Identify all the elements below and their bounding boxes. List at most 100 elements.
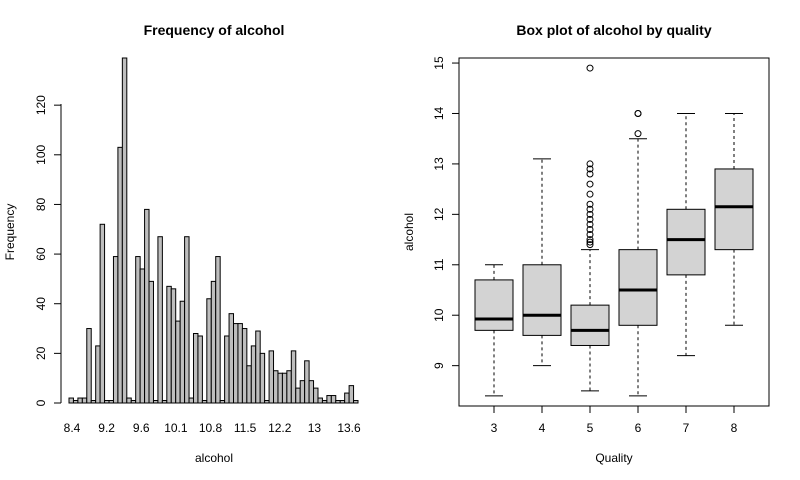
histogram-bar xyxy=(152,400,159,404)
histogram-bar xyxy=(259,352,266,404)
histogram-x-tick-label: 9.6 xyxy=(133,421,150,435)
histogram-bar xyxy=(313,387,319,404)
histogram-bar xyxy=(286,370,292,404)
histogram-bar xyxy=(277,372,283,404)
histogram-y-tick-label: 0 xyxy=(34,399,48,406)
histogram-bar xyxy=(326,395,332,404)
boxplot-group-5 xyxy=(570,64,610,392)
histogram-x-ticks: 8.4 9.2 9.6 10.1 10.8 11.5 12.2 13 13.6 xyxy=(64,421,361,435)
histogram-bar xyxy=(308,380,315,404)
histogram-bar xyxy=(117,146,123,404)
outlier-point xyxy=(586,225,594,233)
histogram-bar xyxy=(353,400,359,404)
histogram-x-tick-label: 13.6 xyxy=(337,421,361,435)
boxplot-title: Box plot of alcohol by quality xyxy=(516,22,711,38)
outlier-point xyxy=(586,170,594,178)
histogram-bar xyxy=(241,328,248,404)
histogram-bar xyxy=(321,400,328,404)
histogram-bar xyxy=(268,350,275,404)
outlier-point xyxy=(634,130,642,138)
histogram-bar xyxy=(255,330,261,404)
histogram-panel: Frequency of alcohol alcohol Frequency 0… xyxy=(3,22,361,465)
histogram-y-tick-label: 60 xyxy=(34,247,48,261)
histogram-bar xyxy=(339,400,346,404)
histogram-bar xyxy=(104,400,110,404)
histogram-x-label: alcohol xyxy=(195,451,233,465)
histogram-y-tick-label: 120 xyxy=(34,95,48,115)
outlier-point xyxy=(586,215,594,223)
histogram-bar xyxy=(304,360,310,404)
histogram-bar xyxy=(335,400,341,404)
histogram-bar xyxy=(68,397,74,404)
boxplot-x-ticks: 3 4 5 6 7 8 xyxy=(491,406,738,435)
outlier-point xyxy=(634,109,642,117)
boxplot-y-ticks: 9 10 11 12 13 14 15 xyxy=(432,56,459,369)
histogram-bar xyxy=(112,256,119,404)
boxplot-group-7 xyxy=(666,112,706,357)
histogram-bar xyxy=(330,395,337,404)
histogram-bar xyxy=(77,397,83,404)
boxplot-x-tick-label: 8 xyxy=(731,421,738,435)
histogram-y-tick-label: 80 xyxy=(34,197,48,211)
histogram-bar xyxy=(348,385,355,404)
histogram-bar xyxy=(99,223,106,404)
histogram-bar xyxy=(135,256,141,404)
boxplot-y-tick-label: 9 xyxy=(432,362,446,369)
box xyxy=(714,168,754,251)
histogram-bar xyxy=(250,345,257,404)
histogram-bar xyxy=(299,380,306,404)
histogram-bar xyxy=(179,300,186,404)
boxplot-y-tick-label: 13 xyxy=(432,157,446,171)
histogram-x-tick-label: 9.2 xyxy=(98,421,115,435)
box xyxy=(522,264,562,336)
boxplot-group-3 xyxy=(474,264,514,397)
histogram-bar xyxy=(166,285,172,404)
histogram-bars xyxy=(68,57,359,404)
boxplot-y-label: alcohol xyxy=(402,213,416,251)
histogram-bar xyxy=(90,400,97,404)
outlier-point xyxy=(586,238,594,246)
histogram-y-tick-label: 20 xyxy=(34,346,48,360)
outlier-point xyxy=(586,241,594,249)
histogram-bar xyxy=(130,400,137,404)
histogram-bar xyxy=(95,345,101,404)
histogram-bar xyxy=(170,288,177,404)
boxplot-group-8 xyxy=(714,112,754,326)
boxplot-frame xyxy=(458,57,770,407)
histogram-bar xyxy=(317,397,323,404)
outlier-point xyxy=(586,180,594,188)
histogram-y-ticks: 0 20 40 60 80 100 120 xyxy=(34,95,61,406)
histogram-bar xyxy=(290,350,297,404)
histogram-bar xyxy=(188,397,195,404)
histogram-x-tick-label: 13 xyxy=(308,421,322,435)
outlier-point xyxy=(586,231,594,239)
histogram-x-tick-label: 11.5 xyxy=(234,421,257,435)
box xyxy=(570,304,610,346)
histogram-bar xyxy=(148,280,154,404)
boxplot-x-label: Quality xyxy=(595,451,632,465)
boxplot-y-tick-label: 15 xyxy=(432,56,446,70)
histogram-bar xyxy=(273,370,279,404)
boxplot-y-tick-label: 11 xyxy=(432,258,446,271)
histogram-bar xyxy=(126,397,132,404)
histogram-bar xyxy=(86,328,92,404)
outlier-point xyxy=(586,160,594,168)
box xyxy=(666,208,706,276)
histogram-x-tick-label: 12.2 xyxy=(268,421,292,435)
histogram-bar xyxy=(219,400,226,404)
histogram-bar xyxy=(281,372,288,404)
boxplot-x-tick-label: 5 xyxy=(587,421,594,435)
histogram-bar xyxy=(344,392,350,404)
histogram-bar xyxy=(264,400,270,404)
outlier-point xyxy=(586,200,594,208)
histogram-bar xyxy=(224,335,230,404)
histogram-y-label: Frequency xyxy=(3,204,17,261)
histogram-x-tick-label: 10.1 xyxy=(164,421,188,435)
outlier-point xyxy=(586,220,594,228)
histogram-y-tick-label: 100 xyxy=(34,144,48,164)
outlier-point xyxy=(586,205,594,213)
outlier-point xyxy=(586,236,594,244)
boxplot-boxes xyxy=(474,64,754,397)
histogram-bar xyxy=(295,387,301,404)
histogram-x-tick-label: 10.8 xyxy=(199,421,223,435)
